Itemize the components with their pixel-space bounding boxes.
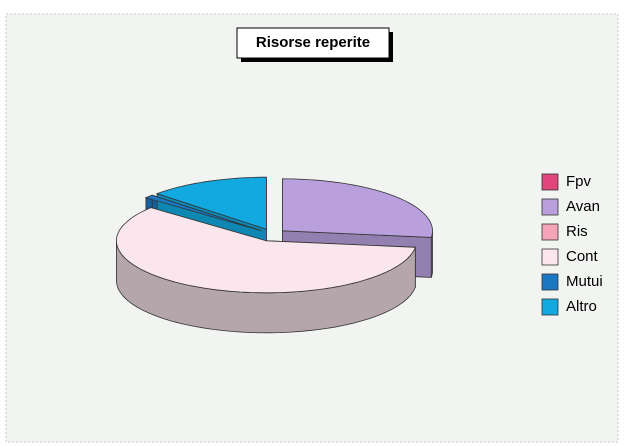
legend-swatch <box>541 198 559 216</box>
title-box <box>236 27 390 59</box>
chart-title: Risorse reperite <box>256 34 370 51</box>
slice <box>282 178 433 238</box>
legend-label: Mutui <box>566 273 603 290</box>
legend-label: Fpv <box>566 173 592 190</box>
legend-swatch <box>541 173 559 191</box>
legend-label: Ris <box>566 223 588 240</box>
slice <box>115 207 416 294</box>
legend-label: Avan <box>566 198 600 215</box>
legend-swatch <box>541 298 559 316</box>
slice <box>155 176 267 230</box>
slice <box>144 194 262 232</box>
legend-label: Cont <box>566 248 599 265</box>
legend-swatch <box>541 273 559 291</box>
legend-swatch <box>541 248 559 266</box>
legend-label: Altro <box>566 298 597 315</box>
legend-swatch <box>541 223 559 241</box>
